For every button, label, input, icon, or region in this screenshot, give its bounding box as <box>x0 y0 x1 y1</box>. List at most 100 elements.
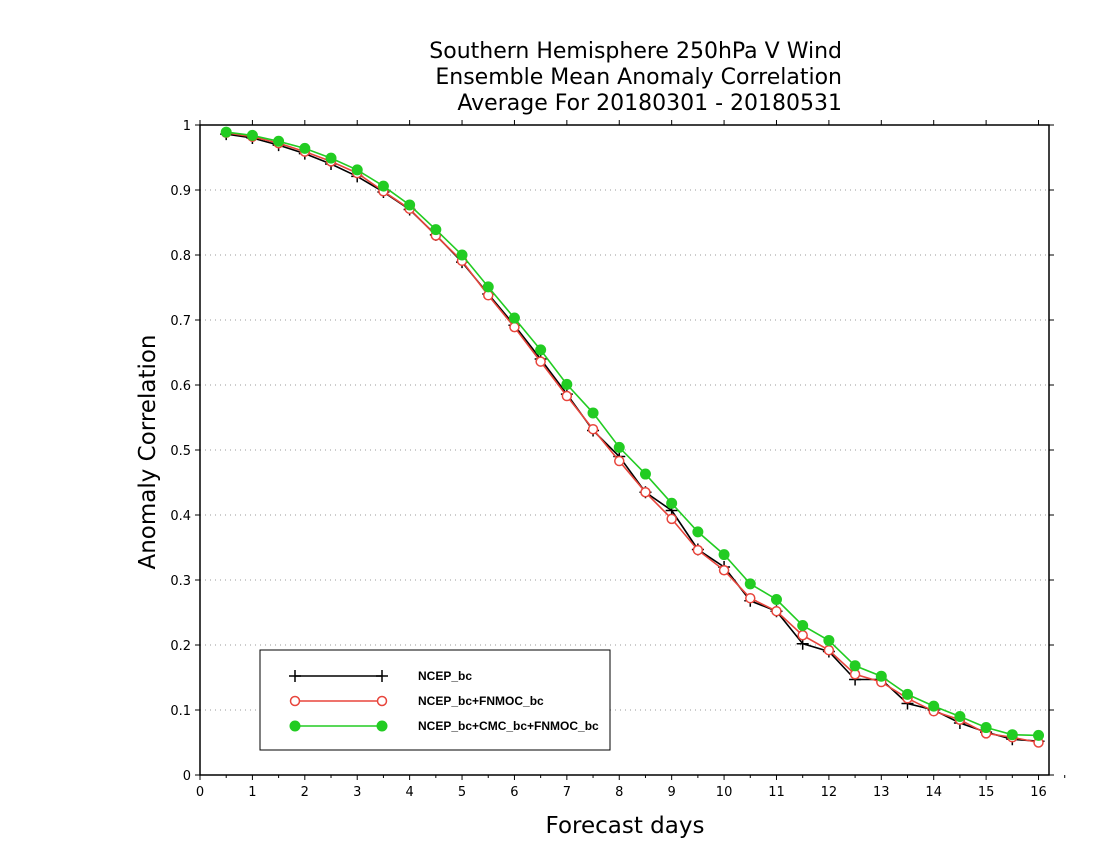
filled-circle-marker <box>875 670 887 682</box>
filled-circle-marker <box>325 152 337 164</box>
y-tick-label: 0.4 <box>170 509 191 524</box>
y-tick-label: 0.1 <box>170 704 191 719</box>
filled-circle-marker <box>561 378 573 390</box>
open-circle-marker <box>376 695 388 707</box>
x-tick-label: 5 <box>458 785 466 800</box>
plus-marker <box>289 670 301 682</box>
filled-circle-marker <box>273 135 285 147</box>
y-tick-label: 0.8 <box>170 249 191 264</box>
filled-circle-marker <box>744 578 756 590</box>
x-tick-label: 12 <box>821 785 838 800</box>
filled-circle-marker <box>613 441 625 453</box>
filled-circle-marker <box>692 526 704 538</box>
legend: NCEP_bc NCEP_bc+FNMOC_bc NCEP_bc+CMC_bc+FN… <box>259 649 611 751</box>
y-tick-label: 0.5 <box>170 444 191 459</box>
filled-circle-marker <box>508 312 520 324</box>
chart-title: Southern Hemisphere 250hPa V Wind Ensemb… <box>429 39 842 116</box>
open-circle-marker <box>561 390 573 402</box>
gridlines <box>200 189 1049 711</box>
y-tick-label: 0.7 <box>170 314 191 329</box>
open-circle-marker <box>718 565 730 576</box>
open-circle-marker <box>587 423 599 435</box>
open-circle-marker <box>509 321 520 333</box>
y-tick-label: 0 <box>183 769 191 784</box>
filled-circle-marker <box>299 142 311 154</box>
title-line-1: Southern Hemisphere 250hPa V Wind <box>429 39 842 64</box>
filled-circle-marker <box>849 660 861 672</box>
filled-circle-marker <box>980 722 992 734</box>
filled-circle-marker <box>404 199 416 211</box>
x-tick-label: 9 <box>668 785 676 800</box>
x-axis-label: Forecast days <box>546 813 705 839</box>
title-line-2: Ensemble Mean Anomaly Correlation <box>435 65 842 90</box>
filled-circle-marker <box>823 634 835 646</box>
filled-circle-marker <box>902 688 913 700</box>
filled-circle-marker <box>430 224 442 236</box>
x-tick-label: 8 <box>615 785 623 800</box>
x-tick-label: 11 <box>768 785 785 800</box>
open-circle-marker <box>771 605 782 617</box>
x-tick-label: 7 <box>563 785 571 800</box>
x-tick-label: 6 <box>510 785 518 800</box>
open-circle-marker <box>289 695 301 707</box>
x-tick-label: 10 <box>716 785 733 800</box>
x-tick-label: 15 <box>978 785 995 800</box>
legend-label: NCEP_bc+FNMOC_bc <box>418 694 544 708</box>
filled-circle-marker <box>289 720 301 732</box>
open-circle-marker <box>614 455 625 467</box>
x-tick-label: 4 <box>405 785 413 800</box>
y-axis-label: Anomaly Correlation <box>135 334 161 569</box>
y-tick-label: 0.2 <box>170 639 191 654</box>
open-circle-marker <box>692 544 704 556</box>
filled-circle-marker <box>928 700 940 712</box>
legend-entry: NCEP_bc <box>289 669 472 683</box>
y-axis-ticks: 0 0.1 0.2 0.3 0.4 0.5 0.6 0.7 0.8 0.9 1 <box>170 119 1054 784</box>
x-tick-label: 16 <box>1030 785 1047 800</box>
open-circle-marker <box>797 630 808 641</box>
legend-label: NCEP_bc+CMC_bc+FNMOC_bc <box>418 719 599 733</box>
legend-entry: NCEP_bc+FNMOC_bc <box>289 694 544 708</box>
filled-circle-marker <box>1006 729 1018 741</box>
legend-label: NCEP_bc <box>418 669 472 683</box>
filled-circle-marker <box>535 344 547 356</box>
filled-circle-marker <box>718 549 730 561</box>
filled-circle-marker <box>456 249 468 261</box>
open-circle-marker <box>666 513 677 525</box>
series-NCEP_bc+CMC_bc+FNMOC_bc <box>220 126 1045 741</box>
open-circle-marker <box>535 356 546 367</box>
filled-circle-marker <box>376 720 388 732</box>
title-line-3: Average For 20180301 - 20180531 <box>457 91 842 116</box>
y-tick-label: 0.3 <box>170 574 191 589</box>
filled-circle-marker <box>482 281 494 293</box>
filled-circle-marker <box>587 407 599 419</box>
x-tick-label: 3 <box>353 785 361 800</box>
legend-box <box>259 649 611 751</box>
open-circle-marker <box>823 644 835 656</box>
filled-circle-marker <box>770 594 782 605</box>
legend-entry: NCEP_bc+CMC_bc+FNMOC_bc <box>289 719 599 733</box>
x-tick-label: 0 <box>196 785 204 800</box>
filled-circle-marker <box>666 497 678 509</box>
open-circle-marker <box>745 592 756 604</box>
plus-marker <box>376 670 388 682</box>
open-circle-marker <box>640 487 651 498</box>
filled-circle-marker <box>1033 729 1045 741</box>
x-tick-label: 13 <box>873 785 890 800</box>
filled-circle-marker <box>954 711 966 722</box>
y-tick-label: 1 <box>183 119 191 134</box>
x-tick-label: 2 <box>301 785 309 800</box>
series-line <box>226 131 1039 737</box>
x-tick-label: 14 <box>925 785 942 800</box>
y-tick-label: 0.9 <box>170 184 191 199</box>
filled-circle-marker <box>351 164 363 176</box>
x-axis-ticks: 0 1 2 3 4 5 6 7 8 9 10 11 12 13 14 15 16 <box>196 120 1066 800</box>
y-tick-label: 0.6 <box>170 379 191 394</box>
filled-circle-marker <box>246 129 258 141</box>
filled-circle-marker <box>797 620 809 631</box>
filled-circle-marker <box>377 180 389 192</box>
filled-circle-marker <box>639 468 651 480</box>
x-tick-label: 1 <box>248 785 256 800</box>
filled-circle-marker <box>220 126 232 138</box>
series-layer <box>220 126 1045 748</box>
